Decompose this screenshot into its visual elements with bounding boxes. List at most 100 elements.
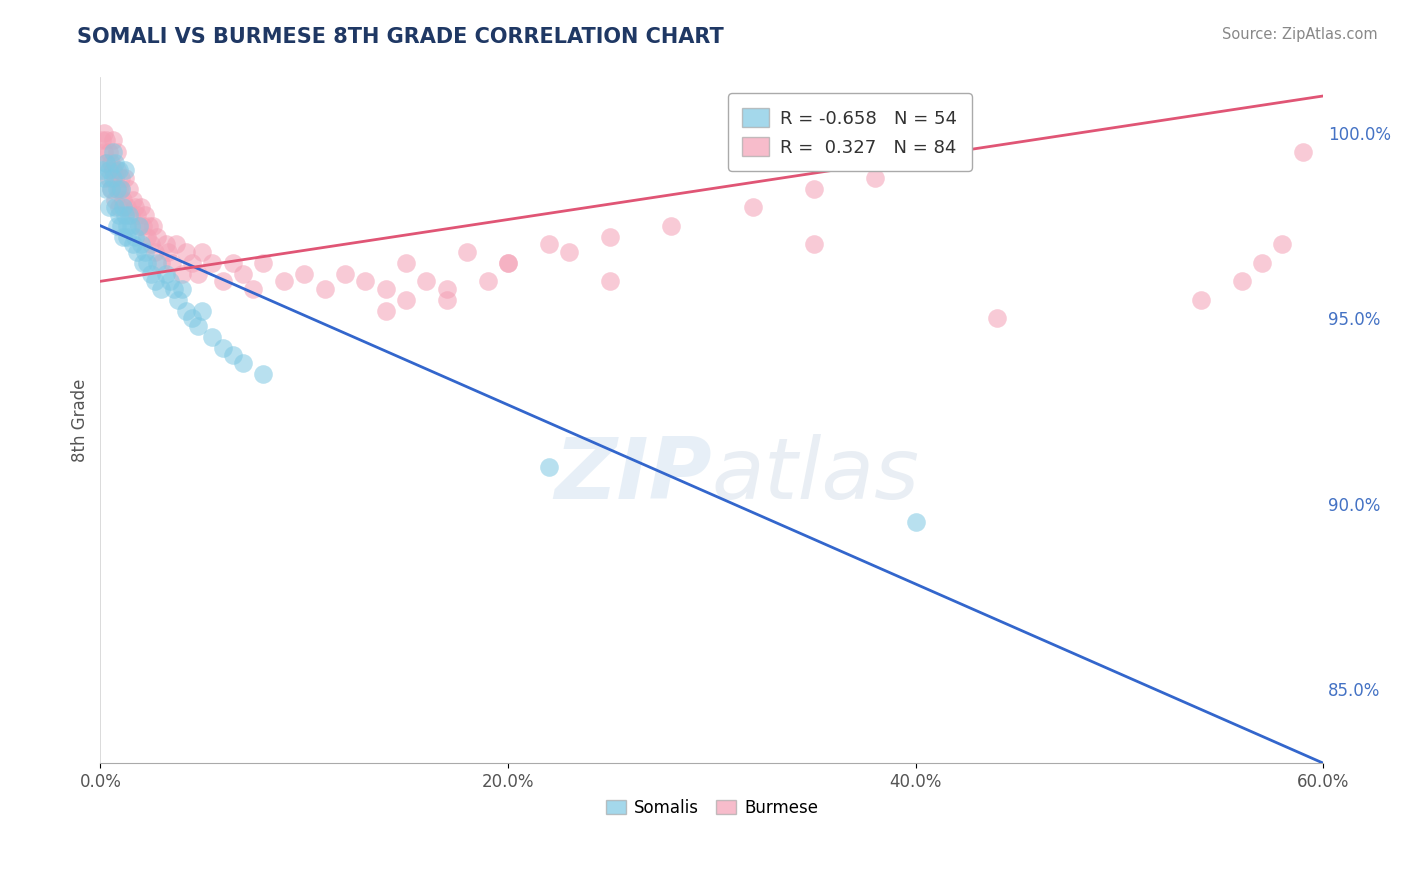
Point	[211, 274, 233, 288]
Point	[125, 208, 148, 222]
Point	[1189, 293, 1212, 307]
Point	[124, 200, 146, 214]
Point	[863, 170, 886, 185]
Point	[105, 219, 128, 233]
Point	[129, 237, 152, 252]
Point	[118, 181, 141, 195]
Point	[156, 244, 179, 259]
Point	[145, 274, 167, 288]
Point	[803, 181, 825, 195]
Point	[201, 256, 224, 270]
Point	[166, 293, 188, 307]
Point	[111, 200, 134, 214]
Point	[1230, 274, 1253, 288]
Point	[100, 181, 122, 195]
Point	[110, 181, 132, 195]
Point	[101, 163, 124, 178]
Point	[128, 219, 150, 233]
Point	[105, 163, 128, 178]
Point	[150, 256, 173, 270]
Point	[187, 267, 209, 281]
Point	[107, 181, 129, 195]
Point	[111, 193, 134, 207]
Point	[122, 237, 145, 252]
Point	[141, 267, 163, 281]
Point	[142, 219, 165, 233]
Point	[138, 219, 160, 233]
Point	[134, 244, 156, 259]
Point	[187, 318, 209, 333]
Point	[170, 282, 193, 296]
Point	[436, 282, 458, 296]
Point	[145, 244, 167, 259]
Point	[114, 208, 136, 222]
Point	[232, 267, 254, 281]
Point	[174, 244, 197, 259]
Point	[105, 145, 128, 159]
Point	[537, 459, 560, 474]
Point	[97, 163, 120, 178]
Point	[107, 208, 129, 222]
Point	[91, 163, 114, 178]
Point	[96, 155, 118, 169]
Y-axis label: 8th Grade: 8th Grade	[72, 378, 89, 462]
Point	[333, 267, 356, 281]
Point	[93, 170, 115, 185]
Point	[136, 256, 159, 270]
Point	[114, 163, 136, 178]
Point	[181, 256, 204, 270]
Point	[104, 193, 127, 207]
Point	[174, 304, 197, 318]
Point	[252, 256, 274, 270]
Point	[599, 229, 621, 244]
Point	[125, 244, 148, 259]
Legend: Somalis, Burmese: Somalis, Burmese	[599, 792, 824, 823]
Point	[599, 274, 621, 288]
Point	[741, 200, 763, 214]
Point	[132, 256, 155, 270]
Point	[110, 170, 132, 185]
Point	[222, 256, 245, 270]
Point	[100, 181, 122, 195]
Point	[232, 356, 254, 370]
Point	[129, 200, 152, 214]
Point	[104, 155, 127, 169]
Point	[93, 145, 115, 159]
Point	[101, 145, 124, 159]
Point	[496, 256, 519, 270]
Point	[211, 341, 233, 355]
Point	[242, 282, 264, 296]
Point	[155, 267, 177, 281]
Point	[107, 200, 129, 214]
Point	[496, 256, 519, 270]
Point	[1271, 237, 1294, 252]
Point	[101, 133, 124, 147]
Point	[252, 367, 274, 381]
Point	[395, 256, 418, 270]
Point	[659, 219, 682, 233]
Point	[146, 256, 169, 270]
Point	[146, 229, 169, 244]
Point	[111, 229, 134, 244]
Point	[165, 237, 187, 252]
Point	[134, 208, 156, 222]
Point	[97, 170, 120, 185]
Point	[114, 170, 136, 185]
Point	[292, 267, 315, 281]
Point	[477, 274, 499, 288]
Point	[1251, 256, 1274, 270]
Point	[105, 181, 128, 195]
Point	[124, 229, 146, 244]
Point	[110, 219, 132, 233]
Text: Source: ZipAtlas.com: Source: ZipAtlas.com	[1222, 27, 1378, 42]
Point	[141, 237, 163, 252]
Point	[115, 219, 138, 233]
Point	[191, 304, 214, 318]
Point	[155, 237, 177, 252]
Point	[314, 282, 336, 296]
Point	[159, 274, 181, 288]
Point	[904, 515, 927, 529]
Point	[558, 244, 581, 259]
Point	[222, 348, 245, 362]
Point	[104, 170, 127, 185]
